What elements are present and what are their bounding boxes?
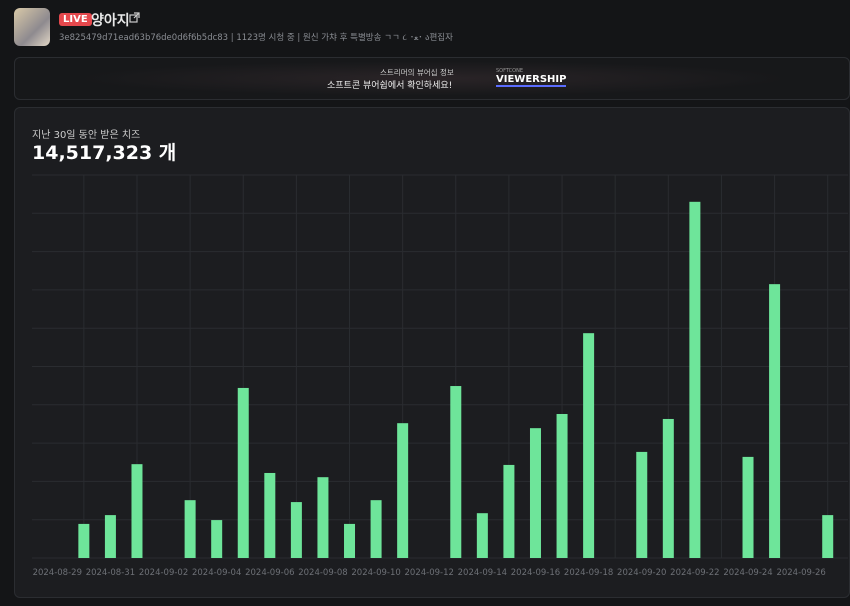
chart-total: 14,517,323 개 [32,142,177,164]
bar [211,520,223,558]
channel-subtitle: 3e825479d71ead63b76de0d6f6b5dc83 | 1123명… [59,33,453,43]
x-tick-label: 2024-09-22 [670,568,719,578]
chart-panel [14,107,850,598]
bar [503,464,515,558]
bar [237,387,249,558]
bar [689,201,701,558]
bar [476,513,488,558]
bar [290,502,302,558]
x-tick-label: 2024-08-29 [33,568,82,578]
x-tick-label: 2024-09-20 [617,568,666,578]
x-tick-label: 2024-09-06 [245,568,294,578]
avatar[interactable] [14,8,50,46]
x-tick-label: 2024-09-04 [192,568,241,578]
x-tick-label: 2024-08-31 [86,568,135,578]
bar [78,523,90,558]
x-tick-label: 2024-09-16 [511,568,560,578]
channel-name[interactable]: 양아지 [91,13,130,29]
x-tick-label: 2024-09-08 [298,568,347,578]
bar [317,477,329,558]
bar [769,284,781,558]
bar [742,456,754,558]
bar [397,423,409,558]
x-tick-label: 2024-09-10 [351,568,400,578]
x-tick-label: 2024-09-18 [564,568,613,578]
banner-text: 소프트콘 뷰어쉽에서 확인하세요! [327,81,453,91]
banner-brand-small: SOFTCONE [496,68,523,74]
x-tick-label: 2024-09-26 [776,568,825,578]
bar [529,428,541,558]
bar [370,500,382,558]
chart-title: 지난 30일 동안 받은 치즈 [32,130,141,141]
bar [583,333,595,558]
x-tick-label: 2024-09-12 [405,568,454,578]
bar [184,500,196,558]
bar [104,515,116,558]
live-badge: LIVE [59,13,92,26]
x-tick-label: 2024-09-14 [458,568,507,578]
bar [131,464,143,558]
bar [344,523,356,558]
banner[interactable] [14,57,850,100]
bar [556,413,568,558]
bar [662,418,674,558]
bar [822,515,834,558]
x-tick-label: 2024-09-24 [723,568,772,578]
bar [636,451,648,558]
banner-brand: VIEWERSHIP [496,74,567,87]
bar [264,472,276,558]
x-tick-label: 2024-09-02 [139,568,188,578]
bar [450,386,462,558]
banner-text: 스트리머의 뷰어십 정보 [380,68,454,77]
